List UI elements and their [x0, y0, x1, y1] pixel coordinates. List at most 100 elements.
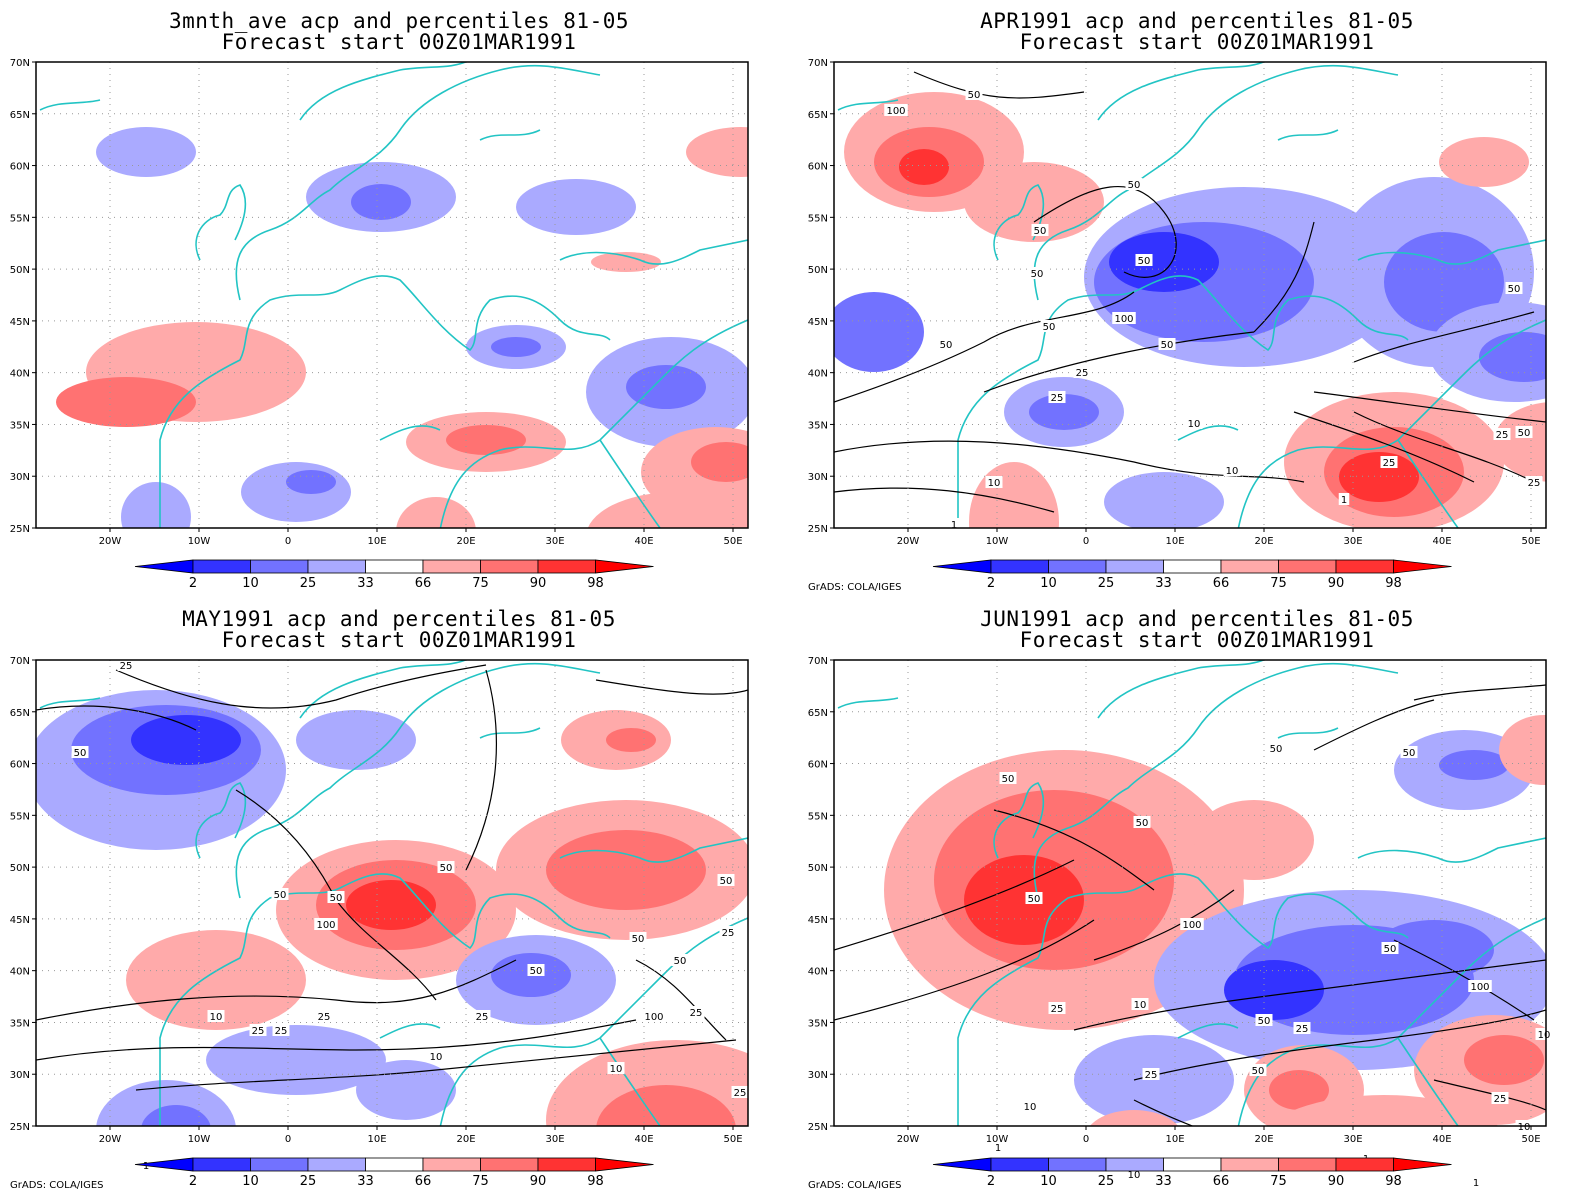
svg-text:50: 50: [274, 890, 287, 901]
wet-anomaly-region: [1089, 1110, 1179, 1126]
colorbar-label: 66: [1213, 1174, 1230, 1189]
colorbar-segment: [1163, 559, 1222, 574]
colorbar-label: 98: [1385, 576, 1402, 591]
svg-text:100: 100: [1182, 920, 1201, 931]
contour-label: 10: [985, 476, 1003, 489]
latitude-label: 35N: [10, 420, 30, 431]
contour-label: 50: [1025, 892, 1043, 905]
colorbar-label: 33: [357, 1174, 374, 1189]
latitude-label: 25N: [808, 524, 828, 535]
latitude-label: 70N: [10, 656, 30, 667]
wet-anomaly-region: [446, 425, 526, 455]
colorbar-segment: [307, 1157, 366, 1172]
svg-text:1: 1: [1473, 1178, 1479, 1189]
contour-label: 25: [1293, 1022, 1311, 1035]
latitude-label: 65N: [808, 708, 828, 719]
colorbar: 2 10 25 33 66 75 90 98: [134, 559, 654, 591]
contour-label: 10: [1131, 998, 1149, 1011]
longitude-label: 10E: [367, 1134, 386, 1145]
colorbar-segment: [1335, 559, 1394, 574]
svg-text:50: 50: [74, 748, 87, 759]
latitude-label: 35N: [808, 1018, 828, 1029]
svg-text:50: 50: [530, 966, 543, 977]
svg-text:10: 10: [210, 1012, 223, 1023]
wet-anomaly-region: [56, 377, 196, 427]
colorbar-label: 10: [1040, 576, 1057, 591]
svg-text:25: 25: [1145, 1070, 1158, 1081]
svg-text:50: 50: [1403, 748, 1416, 759]
contour-label: 50: [327, 891, 345, 904]
svg-text:25: 25: [275, 1026, 288, 1037]
svg-text:50: 50: [1043, 322, 1056, 333]
latitude-label: 65N: [10, 708, 30, 719]
colorbar-label: 33: [1155, 576, 1172, 591]
wet-anomaly-region: [1464, 1035, 1544, 1085]
svg-text:10: 10: [430, 1052, 443, 1063]
svg-text:50: 50: [968, 90, 981, 101]
percentile-contours: [36, 664, 748, 1091]
dry-anomaly-region: [121, 482, 191, 528]
wet-anomaly-region: [606, 728, 656, 752]
dry-anomaly-region: [834, 292, 924, 372]
percentile-contours: [834, 684, 1546, 1126]
map-canvas: 70N 65N 60N 55N 50N 45N 40N 35N 30N 25N 20W 10W 0 10E…: [10, 58, 749, 591]
svg-text:50: 50: [1508, 284, 1521, 295]
colorbar: 2 10 25 33 66 75 90 98: [932, 559, 1452, 591]
wet-anomaly-region: [1499, 715, 1546, 785]
contour-label: 100: [1180, 918, 1204, 931]
colorbar-segment: [192, 1157, 251, 1172]
latitude-label: 50N: [10, 265, 30, 276]
svg-text:50: 50: [1161, 340, 1174, 351]
wet-anomaly-region: [686, 127, 748, 177]
dry-anomaly-region: [1224, 960, 1324, 1020]
contour-label: 50: [1028, 267, 1046, 280]
latitude-label: 50N: [808, 265, 828, 276]
colorbar-label: 66: [1213, 576, 1230, 591]
wet-anomaly-region: [964, 855, 1084, 945]
svg-text:10: 10: [1134, 1000, 1147, 1011]
svg-text:25: 25: [1528, 478, 1541, 489]
contour-label: 10: [1535, 1028, 1553, 1041]
latitude-label: 60N: [808, 162, 828, 173]
contour-label: 50: [437, 861, 455, 874]
contour-label: 50: [527, 964, 545, 977]
contour-label: 100: [642, 1010, 666, 1023]
dry-anomaly-region: [351, 184, 411, 220]
wet-anomaly-region: [899, 149, 949, 185]
wet-anomaly-region: [396, 497, 476, 528]
latitude-label: 40N: [808, 369, 828, 380]
map-panel-apr: APR1991 acp and percentiles 81-05 Foreca…: [798, 0, 1596, 598]
contour-label: 1: [1338, 493, 1350, 506]
contour-label: 50: [629, 932, 647, 945]
contour-label: 50: [1133, 816, 1151, 829]
longitude-label: 0: [1083, 1134, 1089, 1145]
svg-text:10: 10: [610, 1064, 623, 1075]
contour-label: 50: [1125, 178, 1143, 191]
svg-text:25: 25: [690, 1008, 703, 1019]
panel-title: MAY1991 acp and percentiles 81-05: [182, 607, 616, 631]
colorbar-label: 90: [530, 1174, 547, 1189]
colorbar-segment: [595, 559, 654, 574]
colorbar: 2 10 25 33 66 75 90 98: [932, 1157, 1452, 1189]
anomaly-shading: [834, 92, 1546, 528]
colorbar-segment: [990, 559, 1049, 574]
map-panel-may: MAY1991 acp and percentiles 81-05 Foreca…: [0, 598, 798, 1196]
colorbar-segment: [932, 1157, 992, 1172]
latitude-label: 40N: [808, 967, 828, 978]
svg-text:50: 50: [1128, 180, 1141, 191]
coastlines: [837, 660, 1546, 1126]
wet-anomaly-region: [1339, 452, 1419, 502]
contour-label: 25: [731, 1086, 749, 1099]
latitude-label: 55N: [808, 213, 828, 224]
wet-anomaly-region: [546, 830, 706, 910]
colorbar-segment: [1048, 559, 1107, 574]
wet-anomaly-region: [691, 442, 748, 482]
contour-label: 50: [965, 88, 983, 101]
dry-anomaly-region: [1384, 232, 1504, 332]
dry-anomaly-region: [131, 715, 241, 765]
latitude-label: 60N: [10, 760, 30, 771]
wet-anomaly-region: [587, 492, 748, 528]
colorbar-segment: [990, 1157, 1049, 1172]
longitude-label: 0: [1083, 536, 1089, 547]
svg-text:25: 25: [1383, 458, 1396, 469]
